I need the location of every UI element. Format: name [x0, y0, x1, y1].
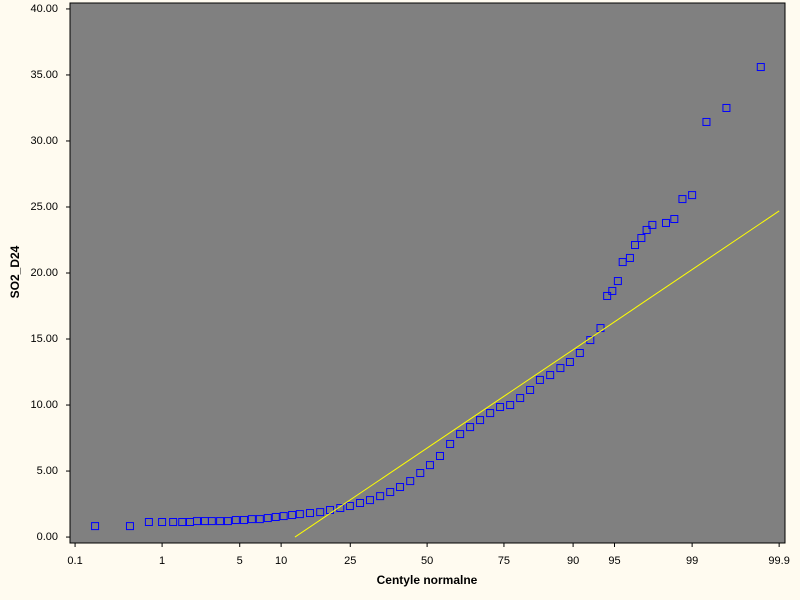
x-tick-label: 5: [237, 555, 243, 567]
data-point: [486, 409, 495, 418]
data-point: [271, 512, 280, 521]
data-point: [546, 371, 555, 380]
data-point: [207, 517, 216, 526]
y-tick-label: 20.00: [30, 267, 58, 279]
data-point: [526, 385, 535, 394]
data-point: [365, 496, 374, 505]
data-point: [345, 502, 354, 511]
data-point: [386, 488, 395, 497]
data-point: [295, 510, 304, 519]
data-point: [396, 483, 405, 492]
y-tick-label: 30.00: [30, 135, 58, 147]
data-point: [575, 349, 584, 358]
x-tick-label: 25: [344, 555, 356, 567]
y-tick-label: 40.00: [30, 3, 58, 15]
reference-line: [294, 210, 780, 538]
data-point: [608, 286, 617, 295]
data-point: [263, 514, 272, 523]
data-point: [231, 516, 240, 525]
x-tick-label: 95: [608, 555, 620, 567]
data-point: [631, 241, 640, 250]
data-point: [556, 364, 565, 373]
data-point: [466, 423, 475, 432]
data-point: [216, 517, 225, 526]
data-point: [565, 357, 574, 366]
data-point: [288, 511, 297, 520]
y-tick-label: 15.00: [30, 333, 58, 345]
data-point: [637, 234, 646, 243]
data-point: [336, 504, 345, 513]
data-point: [376, 492, 385, 501]
data-point: [670, 215, 679, 223]
data-point: [193, 517, 202, 526]
data-point: [661, 218, 670, 227]
data-point: [240, 516, 249, 525]
data-point: [603, 291, 612, 300]
data-point: [158, 518, 167, 527]
data-point: [247, 515, 256, 524]
data-point: [91, 522, 100, 531]
x-tick-label: 0.1: [67, 555, 82, 567]
data-point: [456, 430, 465, 439]
data-point: [316, 508, 325, 517]
data-point: [642, 225, 651, 234]
data-point: [476, 416, 485, 425]
data-point: [722, 103, 731, 112]
x-tick-label: 10: [275, 555, 287, 567]
data-point: [535, 375, 544, 384]
data-point: [688, 191, 697, 200]
data-point: [446, 439, 455, 448]
data-point: [306, 509, 315, 518]
data-point: [279, 512, 288, 521]
data-point: [144, 518, 153, 527]
data-point: [516, 394, 525, 403]
data-point: [416, 469, 425, 478]
data-point: [125, 522, 134, 531]
data-point: [178, 518, 187, 527]
data-point: [425, 461, 434, 470]
x-tick-label: 90: [567, 555, 579, 567]
y-tick-label: 5.00: [37, 465, 58, 477]
data-point: [678, 195, 687, 204]
data-point: [613, 277, 622, 286]
x-tick-label: 50: [421, 555, 433, 567]
y-tick-label: 35.00: [30, 69, 58, 81]
data-point: [756, 63, 765, 72]
x-axis-label: Centyle normalne: [377, 573, 478, 587]
x-tick-label: 99: [686, 555, 698, 567]
data-point: [496, 403, 505, 412]
data-point: [223, 517, 232, 526]
y-tick-label: 25.00: [30, 201, 58, 213]
y-tick-label: 10.00: [30, 399, 58, 411]
data-point: [648, 220, 657, 229]
data-point: [702, 117, 711, 126]
x-tick-label: 99.9: [768, 555, 789, 567]
data-point: [406, 477, 415, 486]
y-axis-label: SO2_D24: [8, 245, 22, 298]
data-point: [435, 451, 444, 460]
data-point: [255, 515, 264, 524]
data-point: [625, 253, 634, 262]
data-point: [169, 518, 178, 527]
y-tick-label: 0.00: [37, 531, 58, 543]
data-point: [618, 258, 627, 267]
plot-area: [69, 2, 786, 544]
data-point: [356, 498, 365, 507]
x-tick-label: 75: [498, 555, 510, 567]
x-tick-label: 1: [159, 555, 165, 567]
data-point: [506, 401, 515, 410]
